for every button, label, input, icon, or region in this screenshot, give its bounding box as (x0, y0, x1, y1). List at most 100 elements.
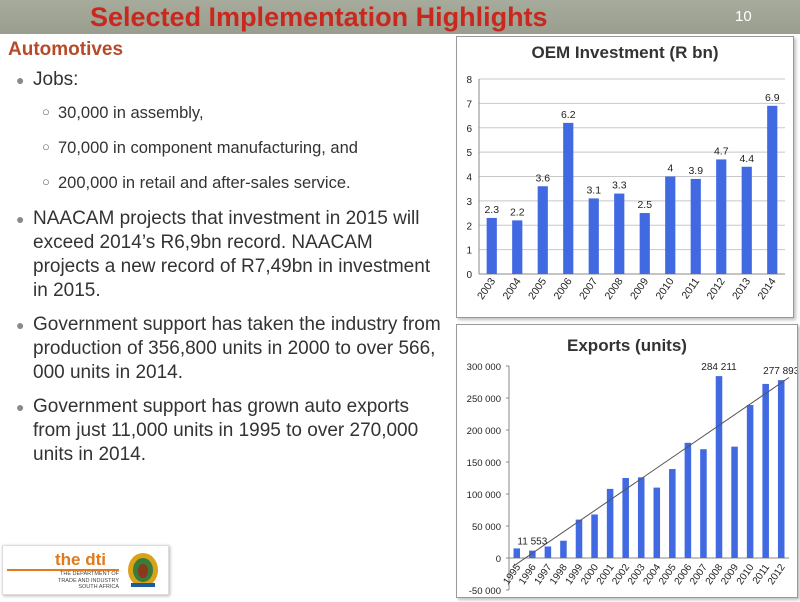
bullet-text: Jobs: (33, 69, 79, 90)
bullet-text: Government support has grown auto export… (33, 396, 419, 465)
y-tick-label: 8 (466, 75, 472, 86)
bullet-text: NAACAM projects that investment in 2015 … (33, 208, 431, 301)
data-label: 4.4 (739, 153, 754, 165)
x-tick-label: 2009 (628, 276, 651, 302)
x-tick-label: 2012 (766, 562, 788, 587)
sub-bullet-text: 70,000 in component manufacturing, and (58, 139, 358, 157)
bar (588, 198, 599, 274)
dti-logo: the dti THE DEPARTMENT OF TRADE AND INDU… (2, 545, 169, 595)
data-label: 3.1 (586, 184, 601, 196)
bar (575, 519, 583, 558)
sub-bullet: ○ 200,000 in retail and after-sales servi… (16, 172, 441, 194)
chart-title: Exports (units) (567, 336, 687, 355)
x-tick-label: 2013 (730, 276, 753, 302)
y-tick-label: 0 (496, 554, 501, 565)
bar (700, 449, 707, 558)
bar (731, 446, 738, 558)
y-tick-label: 2 (466, 221, 472, 232)
y-tick-label: 300 000 (467, 362, 501, 373)
circle-bullet-icon: ○ (42, 104, 50, 119)
bar (669, 469, 676, 558)
chart-title: OEM Investment (R bn) (531, 43, 719, 62)
bar (741, 166, 752, 274)
bullet-exports: ● Government support has grown auto expor… (16, 395, 441, 467)
bar (777, 380, 785, 558)
data-label: 6.2 (561, 109, 576, 121)
bar (512, 220, 523, 274)
bar (606, 488, 614, 558)
logo-text: the dti (55, 550, 106, 569)
circle-bullet-icon: ○ (42, 174, 50, 189)
logo-subtitle: THE DEPARTMENT OF TRADE AND INDUSTRY SOU… (57, 571, 119, 590)
bar (591, 514, 598, 558)
sub-bullet-text: 200,000 in retail and after-sales servic… (58, 174, 351, 192)
coat-of-arms-icon (128, 553, 158, 587)
data-label: 2.2 (510, 206, 525, 218)
x-tick-label: 2007 (577, 276, 600, 302)
x-tick-label: 2012 (704, 276, 727, 302)
x-tick-label: 2004 (500, 276, 523, 302)
sub-bullet: ○ 70,000 in component manufacturing, and (16, 137, 441, 159)
bullet-dot-icon: ● (16, 72, 25, 88)
bar (560, 540, 567, 558)
data-label: 284 211 (701, 362, 737, 373)
trendline (512, 377, 790, 567)
bar (767, 105, 778, 274)
y-tick-label: 250 000 (467, 394, 501, 405)
logo-divider (7, 569, 119, 571)
x-tick-label: 2010 (653, 276, 676, 302)
x-tick-label: 2011 (679, 276, 702, 302)
y-tick-label: 6 (466, 124, 472, 135)
data-label: 6.9 (765, 92, 780, 104)
data-label: 277 893 (763, 366, 797, 377)
bullet-text: Government support has taken the industr… (33, 314, 441, 383)
title-bar (0, 0, 800, 34)
bar (513, 548, 521, 558)
bar (637, 477, 645, 558)
oem-chart-svg: 0 1 2 3 4 5 6 7 8 2.3 2003 2.2 2004 3.6 2005 6.2 2006 3.1… (466, 75, 785, 302)
x-tick-label: 2006 (551, 276, 574, 302)
x-tick-label: 2014 (755, 276, 778, 302)
oem-investment-chart: OEM Investment (R bn) 0 1 2 3 4 5 6 7 8 2.3 2003 2.… (456, 36, 794, 318)
sub-bullet-text: 30,000 in assembly, (58, 104, 204, 122)
bar (486, 217, 497, 274)
x-tick-label: 2008 (602, 276, 625, 302)
bar (622, 478, 629, 558)
bar (537, 186, 548, 274)
slide-number: 10 (735, 8, 752, 25)
bar (746, 405, 754, 558)
data-label: 11 553 (517, 537, 547, 548)
data-label: 2.3 (484, 204, 499, 216)
y-tick-label: 100 000 (467, 490, 501, 501)
bullet-production: ● Government support has taken the indust… (16, 313, 441, 385)
bar (665, 176, 676, 274)
circle-bullet-icon: ○ (42, 139, 50, 154)
bar (544, 546, 552, 558)
y-tick-label: -50 000 (469, 586, 501, 597)
data-label: 4 (667, 163, 673, 175)
data-label: 3.9 (688, 165, 703, 177)
y-tick-label: 150 000 (467, 458, 501, 469)
bullet-jobs: ● Jobs: (16, 68, 441, 92)
bar (639, 213, 650, 274)
bar (563, 122, 574, 274)
section-heading: Automotives (8, 39, 124, 60)
bullet-list: ● Jobs: ○ 30,000 in assembly, ○ 70,000 in c… (16, 68, 441, 477)
bar (529, 550, 536, 558)
bar (614, 193, 625, 274)
y-tick-label: 7 (466, 99, 472, 110)
exports-chart: Exports (units) -50 000 0 50 000 100 000 150… (456, 324, 800, 598)
bullet-dot-icon: ● (16, 317, 25, 333)
exports-chart-svg: -50 000 0 50 000 100 000 150 000 200 000 250 0… (467, 362, 800, 597)
data-label: 4.7 (714, 145, 729, 157)
y-tick-label: 200 000 (467, 426, 501, 437)
bullet-naacam: ● NAACAM projects that investment in 2015… (16, 207, 441, 303)
data-label: 2.5 (637, 199, 652, 211)
bar (653, 487, 661, 558)
slide-title: Selected Implementation Highlights (90, 2, 548, 32)
data-label: 3.6 (535, 172, 550, 184)
bar (716, 159, 727, 274)
y-tick-label: 5 (466, 148, 472, 159)
x-tick-label: 2005 (526, 276, 549, 302)
y-tick-label: 4 (466, 173, 472, 184)
